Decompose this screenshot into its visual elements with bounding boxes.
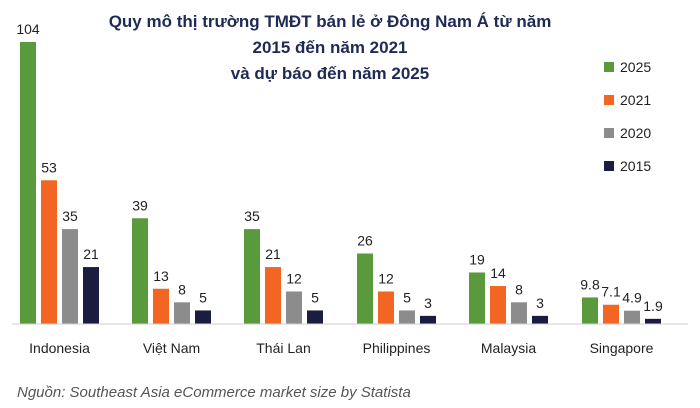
- value-label-2025-0: 104: [16, 21, 40, 37]
- chart-title-line-2: 2015 đến năm 2021: [253, 38, 408, 57]
- category-label-2: Thái Lan: [256, 340, 310, 356]
- value-label-2025-1: 39: [132, 197, 148, 213]
- value-label-2025-4: 19: [469, 251, 485, 267]
- bar-2020-2: [286, 291, 302, 324]
- bar-2025-1: [132, 218, 148, 324]
- bar-2021-2: [265, 267, 281, 324]
- value-label-2025-5: 9.8: [580, 276, 600, 292]
- bar-2020-1: [174, 302, 190, 324]
- value-label-2015-3: 3: [424, 295, 432, 311]
- legend: 2025 2021 2020 2015: [604, 59, 651, 174]
- chart-title: Quy mô thị trường TMĐT bán lẻ ở Đông Nam…: [109, 12, 552, 83]
- value-label-2021-4: 14: [490, 265, 506, 281]
- bar-2015-3: [420, 315, 436, 324]
- legend-label-2025: 2025: [620, 59, 651, 75]
- category-label-4: Malaysia: [481, 340, 536, 356]
- category-label-0: Indonesia: [29, 340, 90, 356]
- bar-2015-1: [195, 310, 211, 324]
- value-label-2021-3: 12: [378, 270, 394, 286]
- value-label-2021-5: 7.1: [601, 284, 621, 300]
- bar-2015-4: [532, 315, 548, 324]
- value-label-2025-3: 26: [357, 233, 373, 249]
- category-label-3: Philippines: [363, 340, 431, 356]
- bar-2021-0: [41, 180, 57, 324]
- bar-2025-0: [20, 42, 36, 324]
- bar-2021-1: [153, 288, 169, 324]
- legend-swatch-2021: [604, 95, 614, 105]
- legend-label-2015: 2015: [620, 158, 651, 174]
- legend-label-2020: 2020: [620, 125, 651, 141]
- value-label-2021-0: 53: [41, 159, 57, 175]
- value-label-2015-1: 5: [199, 289, 207, 305]
- legend-swatch-2015: [604, 161, 614, 171]
- category-label-5: Singapore: [590, 340, 654, 356]
- value-label-2025-2: 35: [244, 208, 260, 224]
- bar-2025-4: [469, 272, 485, 324]
- legend-swatch-2025: [604, 62, 614, 72]
- bar-2020-5: [624, 310, 640, 324]
- value-label-2020-5: 4.9: [622, 290, 642, 306]
- value-label-2015-4: 3: [536, 295, 544, 311]
- bar-2025-3: [357, 253, 373, 324]
- bar-2021-3: [378, 291, 394, 324]
- bar-2015-5: [645, 318, 661, 324]
- bar-2020-0: [62, 229, 78, 324]
- value-label-2021-1: 13: [153, 268, 169, 284]
- source-note: Nguồn: Southeast Asia eCommerce market s…: [17, 384, 411, 401]
- bar-2025-5: [582, 297, 598, 324]
- category-labels: Indonesia Việt Nam Thái Lan Philippines Mala…: [29, 340, 653, 356]
- legend-label-2021: 2021: [620, 92, 651, 108]
- bar-2020-4: [511, 302, 527, 324]
- value-label-2015-0: 21: [83, 246, 99, 262]
- category-label-1: Việt Nam: [143, 340, 200, 356]
- bar-2025-2: [244, 229, 260, 324]
- chart-title-line-1: Quy mô thị trường TMĐT bán lẻ ở Đông Nam…: [109, 12, 552, 31]
- value-label-2015-2: 5: [311, 289, 319, 305]
- bar-2015-0: [83, 267, 99, 324]
- value-label-2021-2: 21: [265, 246, 281, 262]
- value-label-2015-5: 1.9: [643, 298, 663, 314]
- bar-2021-4: [490, 286, 506, 324]
- bar-2020-3: [399, 310, 415, 324]
- value-label-2020-2: 12: [286, 270, 302, 286]
- bar-2015-2: [307, 310, 323, 324]
- value-label-2020-1: 8: [178, 281, 186, 297]
- legend-swatch-2020: [604, 128, 614, 138]
- value-label-2020-0: 35: [62, 208, 78, 224]
- chart-title-line-3: và dự báo đến năm 2025: [231, 64, 429, 83]
- value-label-2020-4: 8: [515, 281, 523, 297]
- value-label-2020-3: 5: [403, 289, 411, 305]
- bar-2021-5: [603, 304, 619, 324]
